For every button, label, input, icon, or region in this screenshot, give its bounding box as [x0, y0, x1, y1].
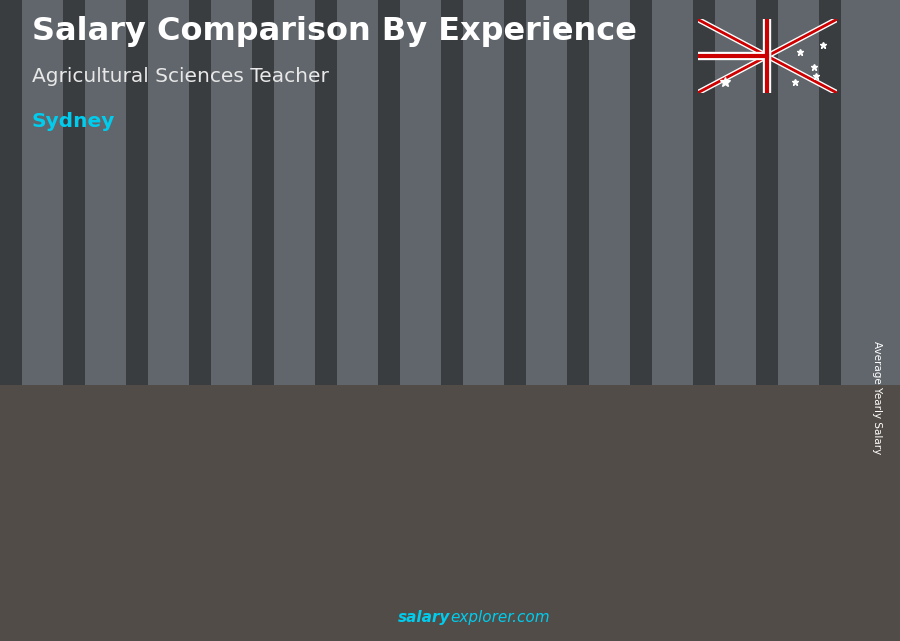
- Polygon shape: [265, 417, 279, 577]
- Text: +7%: +7%: [508, 248, 550, 266]
- Polygon shape: [429, 310, 518, 320]
- Polygon shape: [743, 273, 758, 577]
- Text: Salary Comparison By Experience: Salary Comparison By Experience: [32, 16, 636, 47]
- Text: 60,800 AUD: 60,800 AUD: [115, 409, 185, 422]
- Bar: [669, 283, 743, 577]
- Polygon shape: [310, 360, 399, 370]
- Bar: [429, 320, 504, 577]
- Text: 111,000 AUD: 111,000 AUD: [467, 285, 544, 298]
- Text: 83,900 AUD: 83,900 AUD: [235, 352, 305, 365]
- Bar: [310, 370, 384, 577]
- Text: +24%: +24%: [382, 265, 436, 283]
- Polygon shape: [624, 293, 638, 577]
- Text: salary: salary: [398, 610, 450, 625]
- Bar: [190, 427, 265, 577]
- Text: 47,300 AUD: 47,300 AUD: [0, 442, 66, 455]
- Polygon shape: [669, 273, 758, 283]
- Polygon shape: [145, 450, 159, 577]
- Text: +7%: +7%: [627, 228, 670, 247]
- Text: 104,000 AUD: 104,000 AUD: [347, 302, 425, 315]
- Text: Sydney: Sydney: [32, 112, 115, 131]
- Text: 119,000 AUD: 119,000 AUD: [586, 265, 664, 278]
- Polygon shape: [71, 450, 159, 460]
- Bar: [549, 303, 624, 577]
- Text: +29%: +29%: [143, 372, 197, 390]
- Polygon shape: [504, 310, 518, 577]
- Text: explorer.com: explorer.com: [450, 610, 550, 625]
- Polygon shape: [384, 360, 399, 577]
- Text: +38%: +38%: [263, 315, 317, 333]
- Polygon shape: [549, 293, 638, 303]
- Bar: [71, 460, 145, 577]
- Polygon shape: [190, 417, 279, 427]
- Text: Average Yearly Salary: Average Yearly Salary: [872, 341, 883, 454]
- Text: Agricultural Sciences Teacher: Agricultural Sciences Teacher: [32, 67, 328, 87]
